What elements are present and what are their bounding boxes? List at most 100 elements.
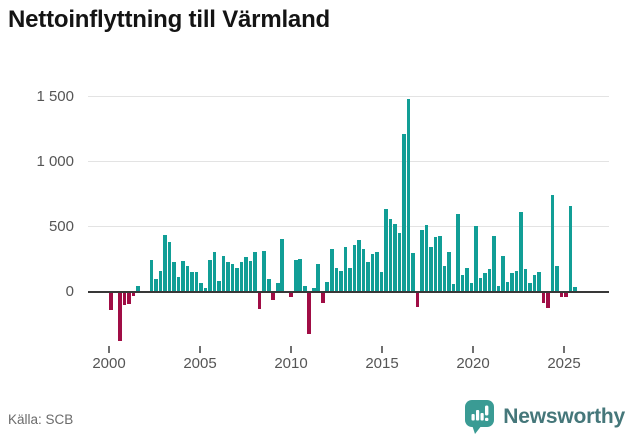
bar-quarter-value	[194, 271, 199, 291]
bar-quarter-value	[555, 265, 559, 291]
bar-quarter-value	[523, 268, 528, 291]
bar-quarter-value	[248, 261, 253, 291]
x-tick-label: 2005	[183, 355, 217, 372]
bar-quarter-value	[496, 286, 501, 291]
bar-quarter-value	[176, 277, 181, 291]
gridline	[88, 96, 609, 97]
bar-quarter-value	[451, 283, 456, 291]
x-tick-label: 2010	[274, 355, 308, 372]
bar-quarter-value	[230, 264, 235, 291]
bar-quarter-value	[185, 265, 190, 291]
bar-quarter-value	[280, 239, 285, 291]
bar-quarter-value	[460, 274, 465, 291]
bar-quarter-value	[442, 266, 447, 291]
bar-quarter-value	[316, 263, 321, 291]
bar-quarter-value	[262, 250, 266, 291]
bar-quarter-value	[109, 293, 113, 310]
page-title: Nettoinflyttning till Värmland	[8, 6, 330, 33]
y-tick-label: 1 500	[36, 88, 74, 105]
bar-quarter-value	[172, 262, 176, 291]
bar-quarter-value	[379, 272, 384, 291]
bar-quarter-value	[564, 293, 568, 297]
newsworthy-logo[interactable]: Newsworthy	[464, 399, 625, 435]
bar-quarter-value	[388, 218, 393, 291]
zero-axis-line	[88, 291, 609, 293]
bar-quarter-value	[149, 259, 154, 291]
x-tick-mark	[290, 346, 292, 353]
bar-quarter-value	[370, 253, 375, 291]
bar-quarter-value	[465, 268, 469, 291]
bar-quarter-value	[298, 258, 303, 291]
x-tick-label: 2000	[92, 355, 126, 372]
bar-quarter-value	[289, 293, 294, 297]
bar-quarter-value	[357, 239, 361, 291]
bar-quarter-value	[325, 281, 330, 291]
bar-quarter-value	[546, 293, 550, 308]
bar-quarter-value	[501, 255, 505, 291]
bar-quarter-value	[158, 270, 163, 291]
bar-quarter-value	[492, 235, 496, 291]
bar-quarter-value	[307, 293, 312, 334]
bar-quarter-value	[239, 262, 244, 291]
bar-quarter-value	[366, 261, 370, 291]
bar-quarter-value	[415, 293, 420, 307]
bar-quarter-value	[311, 288, 316, 291]
bar-quarter-value	[424, 225, 429, 291]
bar-quarter-value	[537, 272, 541, 291]
newsworthy-bar-chart-pin-icon	[464, 399, 496, 435]
bar-quarter-value	[163, 235, 167, 291]
x-tick-label: 2015	[365, 355, 399, 372]
bar-quarter-value	[181, 261, 185, 291]
bar-quarter-value	[253, 252, 257, 291]
bar-quarter-value	[406, 99, 411, 291]
bar-quarter-value	[302, 286, 307, 291]
bar-quarter-value	[339, 270, 343, 291]
bar-quarter-value	[131, 293, 136, 296]
bar-quarter-value	[474, 226, 478, 291]
bar-quarter-value	[402, 134, 406, 291]
bar-quarter-value	[393, 224, 397, 291]
bar-quarter-value	[478, 278, 483, 291]
bar-quarter-value	[154, 279, 158, 291]
bar-quarter-value	[329, 248, 334, 291]
bar-quarter-value	[266, 279, 271, 291]
bar-quarter-value	[438, 235, 442, 291]
bar-quarter-value	[244, 257, 248, 291]
source-note: Källa: SCB	[8, 412, 74, 427]
bar-quarter-value	[519, 211, 523, 291]
bar-quarter-value	[469, 282, 474, 291]
bar-quarter-value	[411, 252, 415, 291]
bar-plot-area	[88, 85, 609, 345]
bar-quarter-value	[429, 247, 433, 291]
y-tick-label: 0	[65, 283, 74, 300]
bar-quarter-value	[122, 293, 127, 306]
bar-quarter-value	[212, 252, 217, 291]
x-tick-mark	[199, 346, 201, 353]
bar-quarter-value	[573, 287, 577, 291]
bar-quarter-value	[226, 262, 230, 291]
bar-quarter-value	[217, 280, 221, 291]
x-tick-mark	[472, 346, 474, 353]
bar-quarter-value	[420, 229, 424, 291]
bar-quarter-value	[559, 293, 564, 297]
bar-quarter-value	[320, 293, 325, 303]
bar-quarter-value	[136, 285, 140, 291]
bar-quarter-value	[447, 252, 451, 291]
bar-quarter-value	[343, 247, 348, 291]
bar-quarter-value	[167, 241, 172, 291]
x-tick-mark	[108, 346, 110, 353]
bar-quarter-value	[361, 249, 366, 291]
gridline	[88, 226, 609, 227]
x-tick-label: 2025	[547, 355, 581, 372]
bar-quarter-value	[550, 194, 555, 291]
bar-quarter-value	[375, 252, 379, 291]
bar-quarter-value	[541, 293, 546, 304]
bar-quarter-value	[397, 232, 402, 291]
bar-quarter-value	[257, 293, 262, 309]
newsworthy-wordmark: Newsworthy	[503, 405, 625, 428]
x-tick-label: 2020	[456, 355, 490, 372]
bar-quarter-value	[127, 293, 131, 305]
y-tick-label: 500	[48, 218, 74, 235]
bar-quarter-value	[348, 267, 352, 291]
